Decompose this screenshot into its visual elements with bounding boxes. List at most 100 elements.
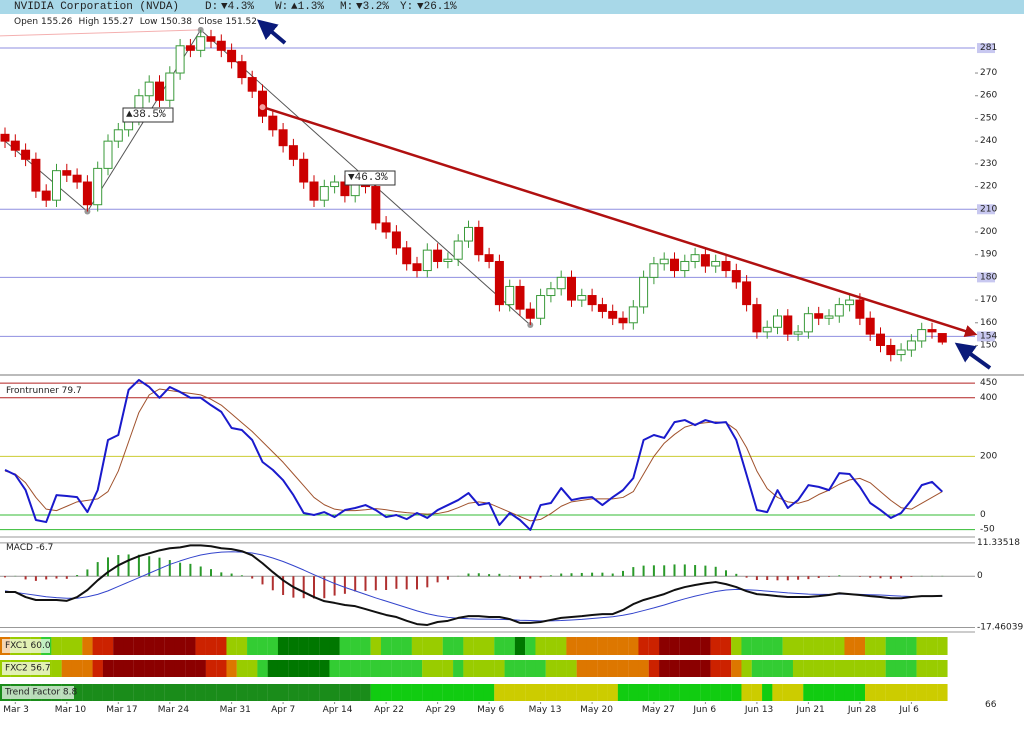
heat-cell <box>525 637 536 655</box>
heat-cell <box>319 637 330 655</box>
annotation-box <box>344 170 396 186</box>
heat-cell <box>823 637 835 655</box>
panel-title: FXC1 60.0 <box>5 641 51 651</box>
trend-cell <box>298 684 309 701</box>
trend-cell <box>556 684 567 701</box>
histogram-bar <box>354 576 357 592</box>
trend-cell <box>277 684 289 701</box>
heat-cell <box>762 660 773 677</box>
heat-cell <box>638 637 649 655</box>
heat-cell <box>360 637 371 655</box>
trend-cell <box>803 684 814 701</box>
y-tick-label: 200 <box>980 227 997 237</box>
level-label: 154 <box>980 331 997 341</box>
candle-body <box>72 174 82 183</box>
heat-cell <box>865 660 876 677</box>
candle-body <box>165 72 175 101</box>
trend-cell <box>628 684 639 701</box>
ohlc-line: Open 155.26 High 155.27 Low 150.38 Close 151.52 <box>14 17 257 27</box>
histogram-bar <box>673 564 676 577</box>
heat-cell <box>298 637 309 655</box>
x-tick-label: May 27 <box>642 705 675 715</box>
histogram-bar <box>158 557 161 577</box>
trend-cell <box>463 684 474 701</box>
trend-cell <box>865 684 876 701</box>
heat-cell <box>473 637 485 655</box>
candle-body <box>268 115 278 131</box>
candle-body <box>258 90 267 117</box>
histogram-bar <box>529 576 532 579</box>
trend-cell <box>360 684 371 701</box>
y-tick-label: 250 <box>980 113 997 123</box>
candle-body <box>402 247 412 265</box>
heat-cell <box>844 637 855 655</box>
heat-cell <box>422 637 433 655</box>
heat-cell <box>669 660 680 677</box>
candle-body <box>474 226 484 256</box>
heat-cell <box>741 660 752 677</box>
candle-body <box>711 260 721 267</box>
candle-body <box>464 226 473 242</box>
candle-body <box>93 167 103 206</box>
histogram-bar <box>385 576 388 590</box>
zigzag-line <box>4 29 531 326</box>
trendline <box>262 105 978 338</box>
y-tick-label: 160 <box>980 318 997 328</box>
heat-cell <box>370 660 382 677</box>
histogram-bar <box>642 565 645 577</box>
heat-cell <box>432 637 443 655</box>
histogram-bar <box>220 572 223 577</box>
trend-cell <box>720 684 732 701</box>
heat-cell <box>133 660 145 677</box>
heat-cell <box>648 660 660 677</box>
heat-cell <box>710 637 721 655</box>
heat-cell <box>514 637 526 655</box>
histogram-bar <box>498 573 501 577</box>
heat-cell <box>123 637 134 655</box>
histogram-bar <box>240 575 243 577</box>
x-tick-label: Jul 6 <box>898 705 919 715</box>
trend-cell <box>494 684 505 701</box>
histogram-bar <box>395 576 398 589</box>
histogram-bar <box>65 576 68 579</box>
heat-cell <box>411 637 423 655</box>
ohlc-value: 155.27 <box>102 17 134 27</box>
macd-line <box>4 551 943 622</box>
heat-cell <box>195 637 206 655</box>
candle-body <box>567 276 576 301</box>
histogram-bar <box>704 565 707 577</box>
candle-body <box>412 263 422 272</box>
trend-cell <box>329 684 340 701</box>
trend-cell <box>617 684 629 701</box>
heat-cell <box>504 637 515 655</box>
candle-body <box>659 258 669 265</box>
x-tick-label: Apr 14 <box>323 705 353 715</box>
trend-cell <box>844 684 855 701</box>
trend-cell <box>473 684 485 701</box>
trend-cell <box>741 684 752 701</box>
trend-cell <box>422 684 433 701</box>
candle-body <box>742 281 752 306</box>
candle-body <box>731 270 741 283</box>
heat-cell <box>308 637 320 655</box>
ohlc-value: 155.26 <box>41 17 73 27</box>
heat-cell <box>556 660 567 677</box>
heat-cell <box>514 660 526 677</box>
heat-cell <box>61 637 73 655</box>
candle-body <box>10 140 20 151</box>
heat-cell <box>895 660 907 677</box>
heat-cell <box>442 637 454 655</box>
heat-cell <box>854 637 866 655</box>
heat-cell <box>277 637 289 655</box>
trend-cell <box>113 684 124 701</box>
heat-cell <box>576 660 588 677</box>
heat-cell <box>916 637 927 655</box>
trend-cell <box>350 684 361 701</box>
histogram-bar <box>766 576 769 581</box>
candle-body <box>937 333 947 343</box>
ohlc-value: 150.38 <box>160 17 192 27</box>
trend-cell <box>71 684 83 701</box>
candle-body <box>52 170 61 201</box>
heat-cell <box>731 637 742 655</box>
